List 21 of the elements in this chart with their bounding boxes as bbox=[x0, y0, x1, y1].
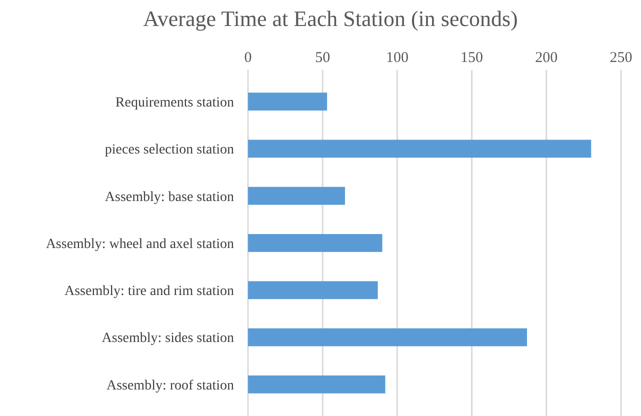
bar bbox=[248, 375, 386, 394]
bar bbox=[248, 140, 592, 158]
y-tick-label: Assembly: wheel and axel station bbox=[46, 236, 234, 252]
x-tick-label: 0 bbox=[244, 50, 252, 66]
x-tick-label: 150 bbox=[460, 50, 484, 66]
y-tick-label: Assembly: sides station bbox=[102, 331, 234, 346]
bar bbox=[248, 234, 382, 252]
y-tick-label: Requirements station bbox=[115, 95, 234, 110]
y-tick-label: Assembly: tire and rim station bbox=[64, 284, 234, 300]
bar bbox=[248, 328, 528, 346]
y-tick-label: Assembly: roof station bbox=[106, 378, 234, 394]
y-tick-label: Assembly: base station bbox=[104, 190, 234, 205]
bar bbox=[248, 92, 328, 111]
x-tick-label: 250 bbox=[610, 50, 632, 66]
x-tick-label: 200 bbox=[535, 50, 558, 66]
y-tick-label: pieces selection station bbox=[104, 142, 234, 158]
chart-title: Average Time at Each Station (in seconds) bbox=[143, 6, 518, 31]
bar bbox=[248, 186, 345, 205]
x-tick-label: 100 bbox=[386, 50, 408, 66]
x-tick-label: 50 bbox=[315, 50, 330, 66]
bar bbox=[248, 281, 378, 300]
